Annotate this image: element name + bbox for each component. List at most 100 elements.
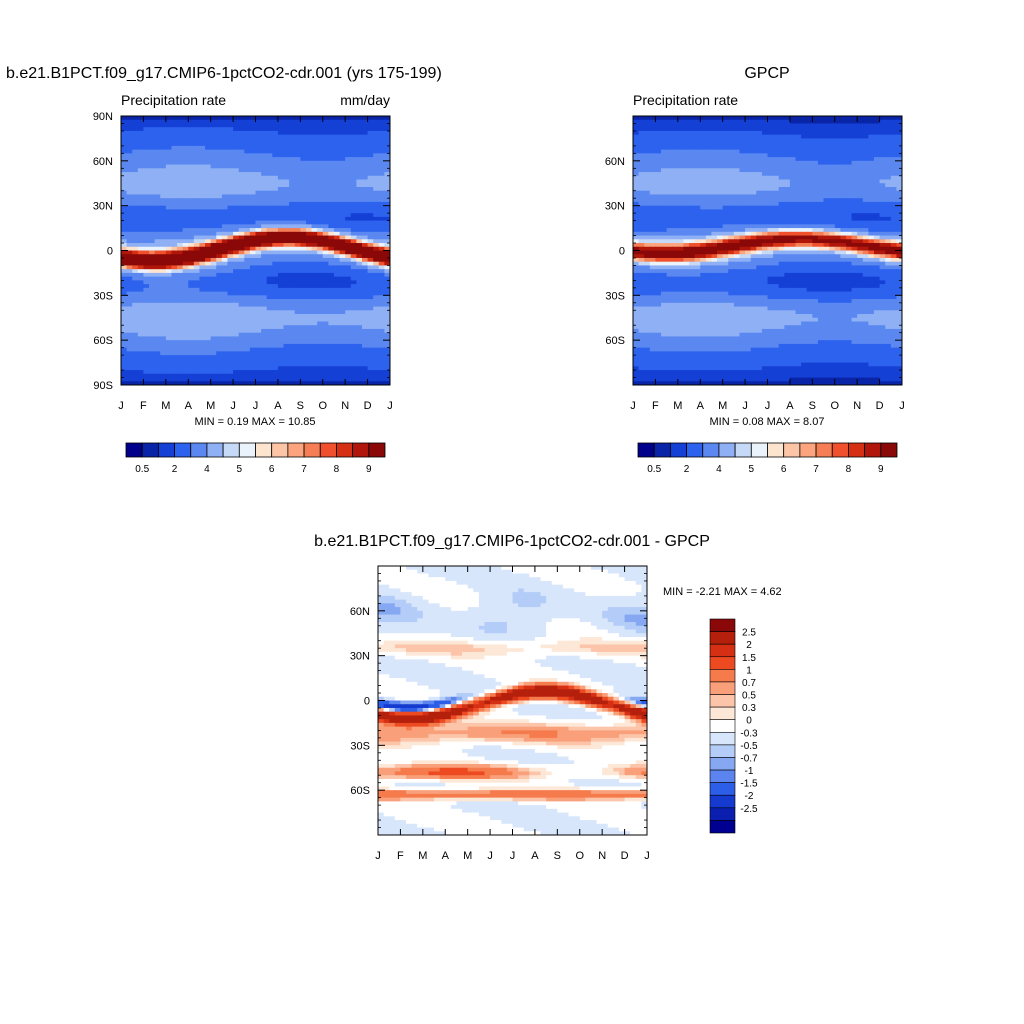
field-cell xyxy=(879,186,886,192)
field-cell xyxy=(249,231,257,237)
field-cell xyxy=(333,130,341,136)
field-cell xyxy=(378,250,385,255)
field-cell xyxy=(745,213,752,218)
field-cell xyxy=(165,220,173,225)
field-cell xyxy=(216,168,223,173)
field-cell xyxy=(233,336,240,341)
field-cell xyxy=(711,134,718,140)
field-cell xyxy=(806,127,813,132)
field-cell xyxy=(367,332,374,338)
field-cell xyxy=(221,179,229,184)
field-cell xyxy=(266,291,273,296)
field-cell xyxy=(261,325,268,330)
field-cell xyxy=(356,265,363,270)
field-cell xyxy=(733,142,741,147)
field-cell xyxy=(361,228,369,233)
field-cell xyxy=(868,172,875,177)
field-cell xyxy=(205,272,212,278)
field-cell xyxy=(322,347,329,352)
field-cell xyxy=(300,317,307,323)
field-cell xyxy=(655,123,662,128)
field-cell xyxy=(322,377,329,382)
field-cell xyxy=(322,306,329,311)
field-cell xyxy=(806,220,813,225)
field-cell xyxy=(345,186,352,192)
field-cell xyxy=(126,272,133,278)
field-cell xyxy=(182,377,189,382)
field-cell xyxy=(339,269,346,274)
field-cell xyxy=(238,269,245,274)
field-cell xyxy=(834,127,841,132)
field-cell xyxy=(227,145,234,151)
field-cell xyxy=(879,153,886,158)
field-cell xyxy=(261,321,268,326)
field-cell xyxy=(160,224,167,229)
field-cell xyxy=(300,328,307,334)
field-cell xyxy=(244,119,251,125)
field-cell xyxy=(244,130,251,136)
field-cell xyxy=(823,179,830,184)
field-cell xyxy=(261,340,268,345)
field-cell xyxy=(221,119,229,125)
field-cell xyxy=(384,205,390,211)
field-cell xyxy=(199,149,206,154)
field-cell xyxy=(300,172,307,177)
field-cell xyxy=(182,235,189,240)
field-cell xyxy=(834,149,841,154)
field-cell xyxy=(165,116,173,121)
field-cell xyxy=(305,224,313,229)
field-cell xyxy=(255,160,262,166)
field-cell xyxy=(311,381,318,385)
field-cell xyxy=(328,175,335,181)
field-cell xyxy=(750,164,757,169)
field-cell xyxy=(205,216,212,222)
field-cell xyxy=(317,325,324,330)
field-cell xyxy=(261,287,268,293)
field-cell xyxy=(132,213,139,218)
field-cell xyxy=(188,231,195,237)
field-cell xyxy=(873,183,881,188)
field-cell xyxy=(154,142,161,147)
field-cell xyxy=(339,213,346,218)
field-cell xyxy=(154,366,161,371)
field-cell xyxy=(328,168,335,173)
field-cell xyxy=(266,205,273,211)
field-cell xyxy=(305,295,313,300)
field-cell xyxy=(773,220,780,225)
field-cell xyxy=(233,265,240,270)
field-cell xyxy=(677,186,685,192)
field-cell xyxy=(238,370,245,375)
field-cell xyxy=(261,276,268,281)
field-cell xyxy=(333,325,341,330)
field-cell xyxy=(261,130,268,136)
field-cell xyxy=(733,201,741,207)
field-cell xyxy=(750,168,757,173)
field-cell xyxy=(845,123,853,128)
field-cell xyxy=(311,116,318,121)
field-cell xyxy=(249,370,257,375)
field-cell xyxy=(132,325,139,330)
field-cell xyxy=(210,381,217,385)
field-cell xyxy=(137,130,145,136)
field-cell xyxy=(350,314,357,319)
field-cell xyxy=(283,306,290,311)
field-cell xyxy=(885,168,892,173)
field-cell xyxy=(750,216,757,222)
field-cell xyxy=(277,160,285,166)
field-cell xyxy=(801,209,808,214)
field-cell xyxy=(711,145,718,151)
field-cell xyxy=(283,325,290,330)
field-cell xyxy=(233,284,240,289)
field-cell xyxy=(126,358,133,364)
field-cell xyxy=(356,130,363,136)
field-cell xyxy=(857,130,864,136)
field-cell xyxy=(633,153,640,158)
field-cell xyxy=(689,175,696,181)
field-cell xyxy=(221,257,229,263)
field-cell xyxy=(890,145,897,151)
field-cell xyxy=(378,149,385,154)
field-cell xyxy=(823,164,830,169)
field-cell xyxy=(277,153,285,158)
field-cell xyxy=(126,216,133,222)
field-cell xyxy=(333,243,341,248)
